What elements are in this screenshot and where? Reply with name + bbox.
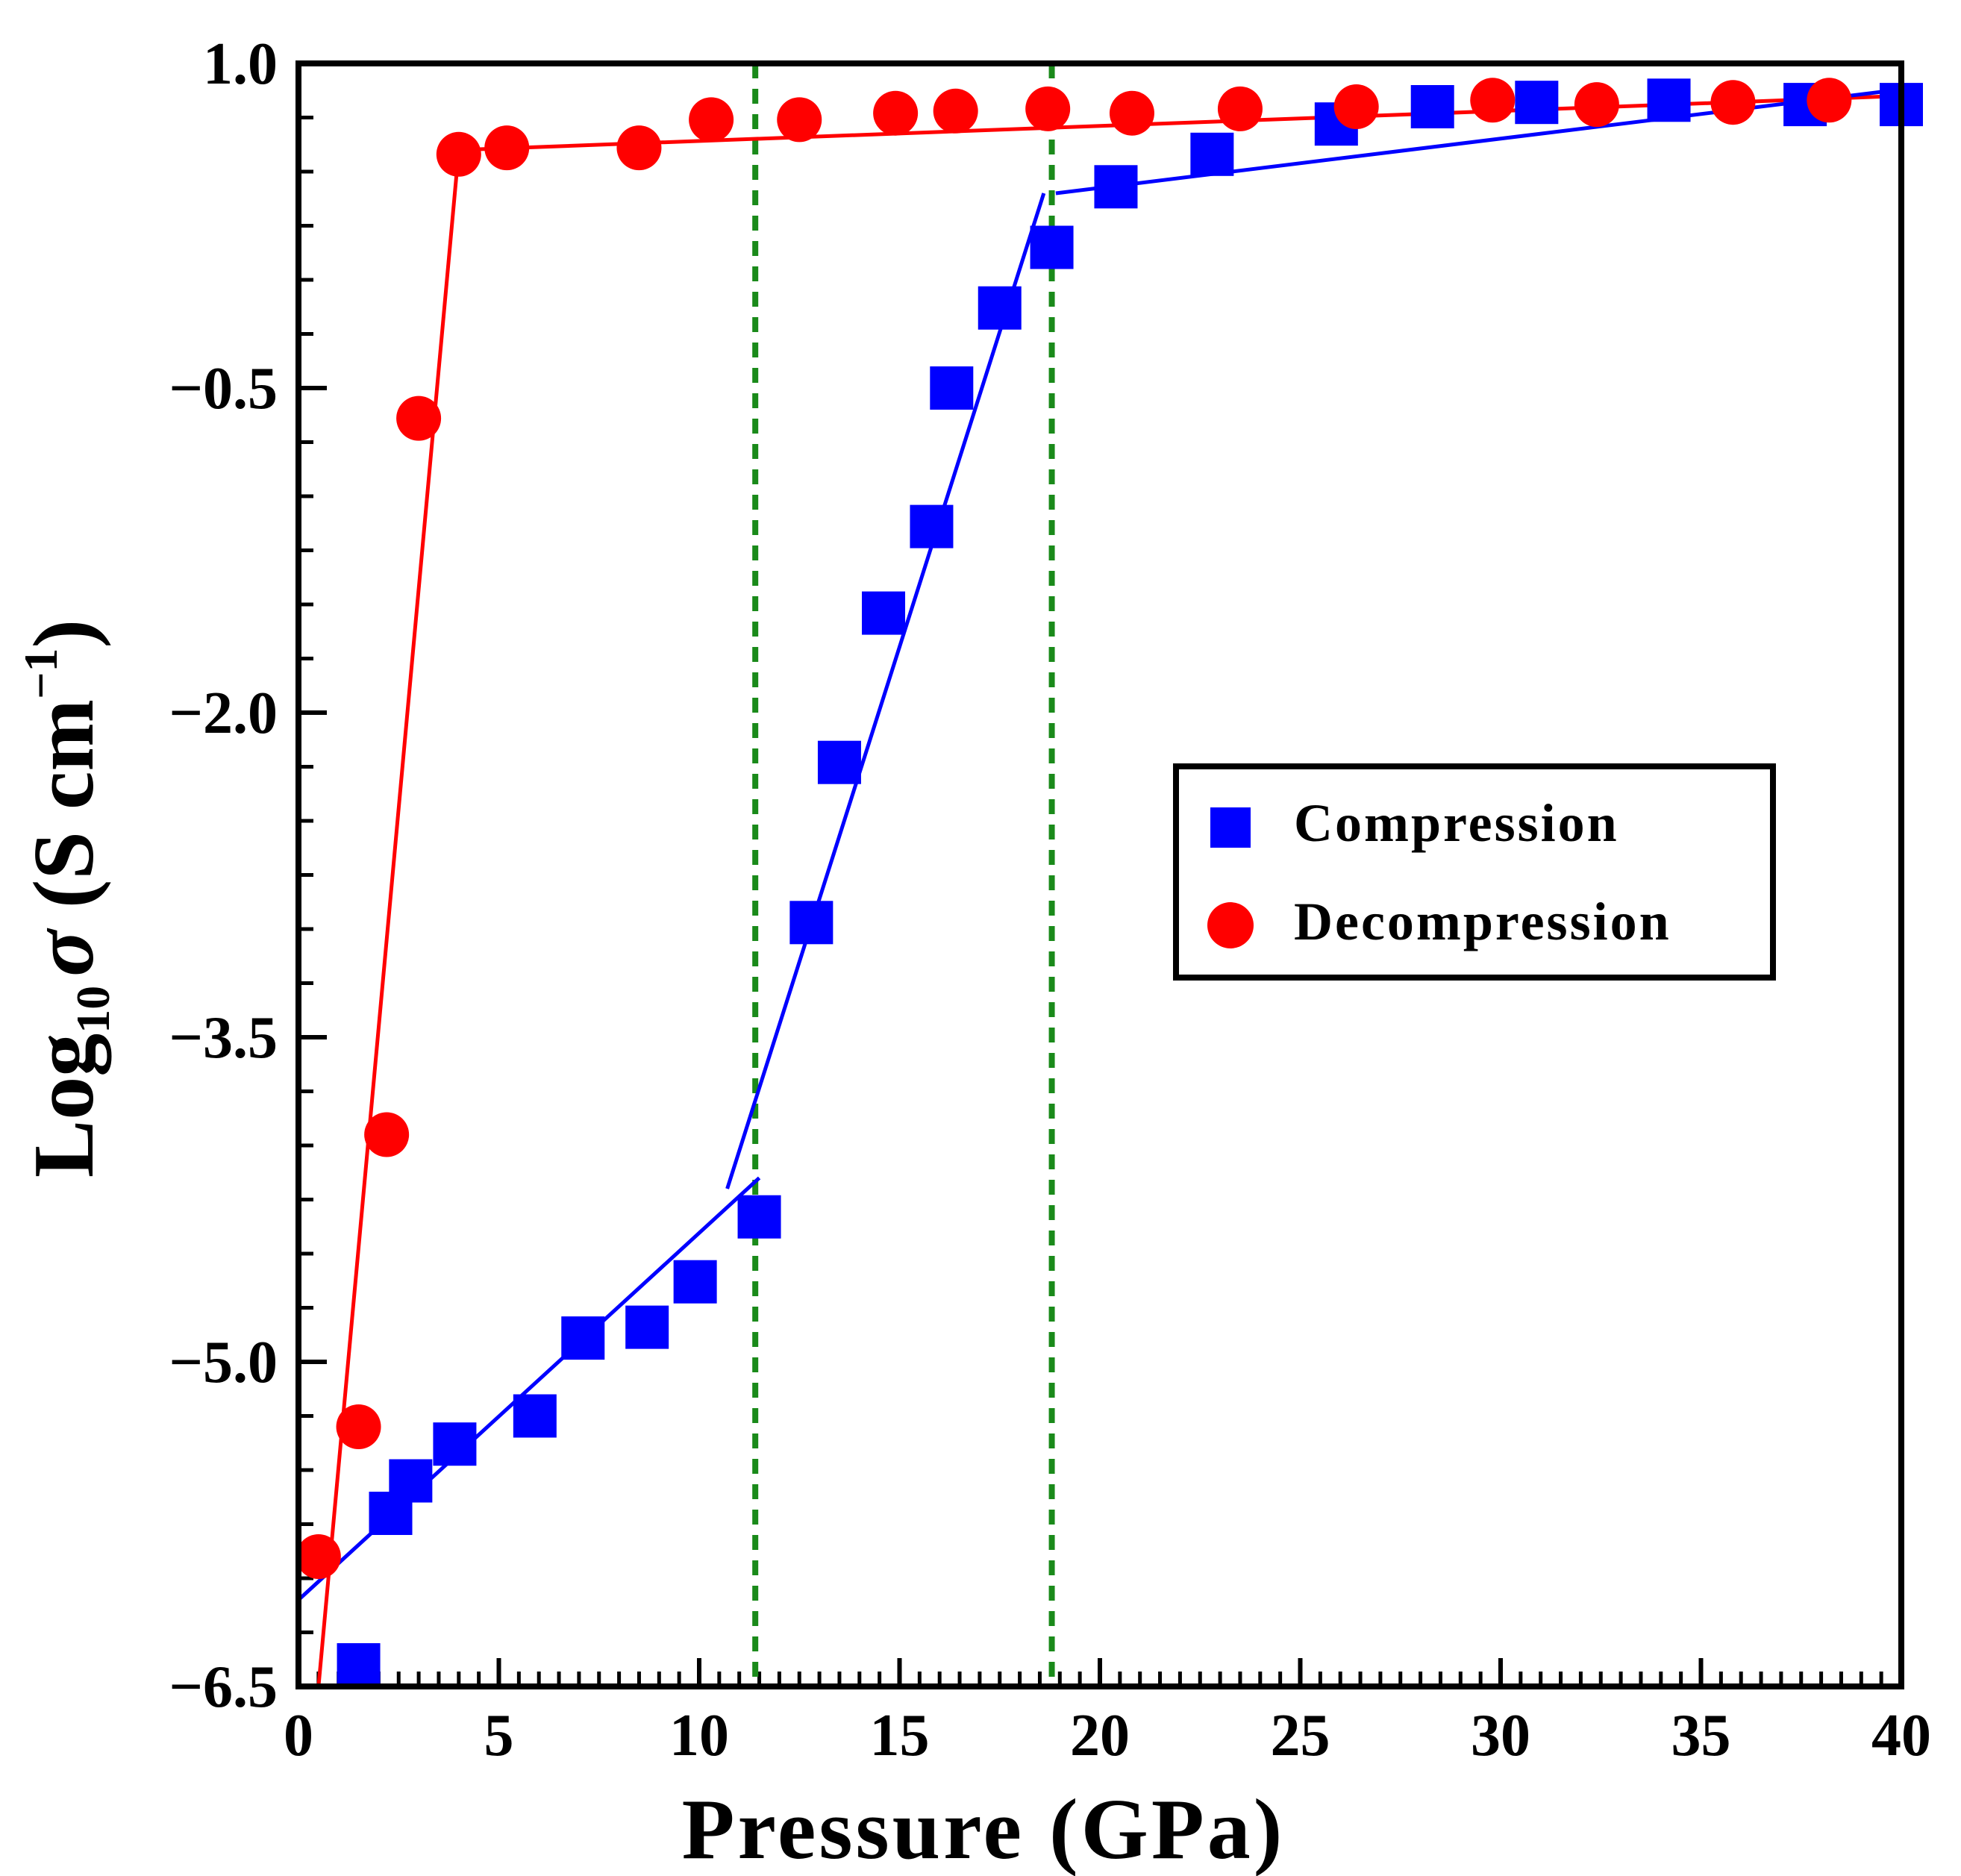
point-decompression bbox=[1217, 86, 1263, 131]
x-tick-label: 20 bbox=[1070, 1703, 1130, 1769]
point-compression bbox=[1030, 225, 1074, 269]
y-axis-title-prefix: Log bbox=[16, 1034, 112, 1178]
x-tick-label: 5 bbox=[484, 1703, 514, 1769]
point-compression bbox=[389, 1459, 433, 1503]
y-tick-labels: 1.0 −0.5 −2.0 −3.5 −5.0 −6.5 bbox=[169, 31, 278, 1720]
legend-marker-compression bbox=[1210, 807, 1251, 848]
point-decompression bbox=[933, 88, 978, 134]
x-tick-label: 15 bbox=[870, 1703, 930, 1769]
point-decompression bbox=[777, 97, 822, 143]
point-compression bbox=[625, 1305, 669, 1349]
legend-marker-decompression bbox=[1207, 902, 1254, 948]
point-decompression bbox=[295, 1534, 341, 1579]
point-compression bbox=[930, 366, 974, 410]
legend-label-decompression: Decompression bbox=[1294, 892, 1671, 951]
point-decompression bbox=[1807, 78, 1852, 123]
x-tick-label: 35 bbox=[1671, 1703, 1731, 1769]
point-decompression bbox=[1333, 84, 1379, 129]
point-compression bbox=[910, 504, 954, 548]
point-compression bbox=[561, 1316, 605, 1360]
point-compression bbox=[978, 286, 1022, 330]
x-tick-label: 25 bbox=[1271, 1703, 1330, 1769]
point-compression bbox=[433, 1422, 477, 1466]
point-decompression bbox=[364, 1112, 410, 1157]
point-compression bbox=[513, 1394, 557, 1438]
point-decompression bbox=[336, 1404, 381, 1449]
y-tick-label: −6.5 bbox=[169, 1654, 278, 1720]
point-decompression bbox=[484, 125, 530, 171]
x-tick-labels: 0 5 10 15 20 25 30 35 40 bbox=[284, 1703, 1931, 1769]
x-tick-label: 30 bbox=[1471, 1703, 1530, 1769]
y-axis-title-subscript: 10 bbox=[66, 986, 119, 1034]
x-tick-label: 0 bbox=[284, 1703, 313, 1769]
y-axis-title-unit-close: ) bbox=[16, 619, 112, 648]
data-points bbox=[295, 78, 1923, 1686]
reference-lines bbox=[752, 63, 1055, 1686]
y-axis-title-superscript: −1 bbox=[14, 648, 67, 699]
y-tick-label: −0.5 bbox=[169, 356, 278, 422]
point-compression bbox=[862, 591, 906, 635]
point-decompression bbox=[436, 131, 481, 177]
fit-line-compression bbox=[725, 193, 1046, 1189]
y-axis-title-symbol: σ bbox=[16, 928, 112, 977]
point-decompression bbox=[873, 90, 919, 136]
legend-box bbox=[1173, 763, 1776, 981]
point-decompression bbox=[1025, 86, 1071, 131]
point-compression bbox=[1410, 85, 1454, 128]
y-tick-label: 1.0 bbox=[203, 31, 278, 97]
point-compression bbox=[1094, 165, 1138, 209]
legend-label-compression: Compression bbox=[1294, 793, 1619, 853]
point-decompression bbox=[1470, 78, 1516, 123]
point-compression bbox=[337, 1643, 381, 1686]
point-decompression bbox=[689, 97, 734, 143]
point-compression bbox=[789, 901, 833, 945]
y-axis-title: Log10 σ (S cm−1) bbox=[14, 619, 119, 1178]
y-tick-label: −5.0 bbox=[169, 1330, 278, 1395]
legend: Compression Decompression bbox=[1173, 763, 1776, 981]
x-axis-title: Pressure (GPa) bbox=[682, 1782, 1286, 1876]
point-decompression bbox=[1710, 80, 1756, 125]
point-compression bbox=[673, 1260, 717, 1304]
point-compression bbox=[1190, 132, 1234, 176]
x-tick-label: 10 bbox=[669, 1703, 729, 1769]
y-axis-title-unit: (S cm bbox=[16, 699, 112, 930]
point-compression bbox=[737, 1195, 781, 1239]
point-decompression bbox=[396, 395, 442, 441]
plot-frame bbox=[295, 60, 1904, 1689]
y-tick-label: −2.0 bbox=[169, 681, 278, 746]
x-tick-label: 40 bbox=[1871, 1703, 1931, 1769]
point-decompression bbox=[1574, 82, 1619, 128]
point-compression bbox=[1515, 81, 1559, 125]
point-compression bbox=[1647, 78, 1691, 122]
point-decompression bbox=[1109, 90, 1154, 136]
y-tick-label: −3.5 bbox=[169, 1005, 278, 1071]
point-decompression bbox=[616, 125, 662, 171]
fit-line-compression bbox=[297, 1176, 761, 1601]
point-compression bbox=[817, 740, 861, 784]
